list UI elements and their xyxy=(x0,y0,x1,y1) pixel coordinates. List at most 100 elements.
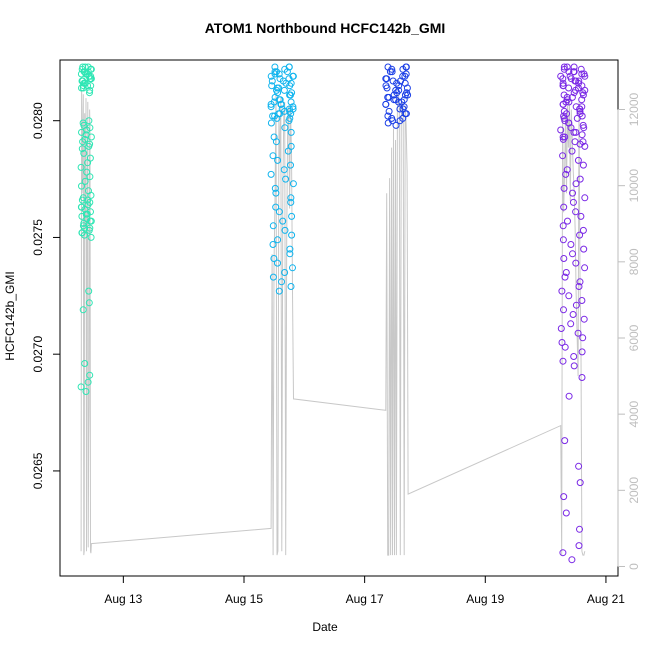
data-point xyxy=(83,210,91,218)
data-point xyxy=(272,138,280,146)
data-point xyxy=(579,226,587,234)
data-point xyxy=(559,133,567,141)
x-tick-label: Aug 13 xyxy=(104,592,142,606)
data-point xyxy=(559,357,567,365)
data-point xyxy=(570,63,578,71)
x-axis-label: Date xyxy=(312,620,338,634)
data-point xyxy=(382,75,390,83)
data-point xyxy=(289,264,296,272)
data-point xyxy=(87,191,95,199)
data-point xyxy=(399,65,407,73)
data-point xyxy=(574,84,582,92)
data-point xyxy=(576,525,583,533)
data-point xyxy=(570,353,578,360)
data-point xyxy=(564,217,571,225)
data-point xyxy=(86,89,93,97)
data-point xyxy=(401,110,409,118)
data-point xyxy=(572,128,580,136)
data-point xyxy=(283,68,291,76)
data-point xyxy=(286,250,294,258)
data-point xyxy=(581,194,589,202)
data-point xyxy=(280,86,288,94)
data-point xyxy=(560,493,568,501)
altitude-trace xyxy=(80,90,586,556)
data-point xyxy=(384,63,392,71)
data-point xyxy=(79,138,87,146)
data-point xyxy=(83,168,91,176)
data-point xyxy=(81,360,89,367)
data-point xyxy=(287,98,295,106)
data-point xyxy=(282,175,290,183)
data-point xyxy=(401,91,409,99)
x-tick-label: Aug 21 xyxy=(587,592,625,606)
data-point xyxy=(382,100,390,108)
data-point xyxy=(85,117,93,125)
data-point xyxy=(576,175,584,183)
data-point xyxy=(576,231,584,239)
data-point xyxy=(575,283,583,290)
data-point xyxy=(86,173,94,181)
data-point xyxy=(281,226,289,234)
data-point xyxy=(570,68,578,76)
data-point xyxy=(77,203,85,211)
data-point xyxy=(567,320,575,328)
data-point xyxy=(267,119,275,127)
data-point xyxy=(557,72,565,80)
chart-title: ATOM1 Northbound HCFC142b_GMI xyxy=(204,20,446,36)
data-point xyxy=(81,79,89,87)
data-point xyxy=(87,65,95,73)
data-point xyxy=(396,117,404,125)
data-point xyxy=(578,297,586,304)
data-point xyxy=(86,217,94,225)
data-point xyxy=(560,306,567,314)
data-point xyxy=(577,212,585,220)
data-point xyxy=(578,374,586,381)
data-point xyxy=(578,103,586,111)
data-point xyxy=(559,79,567,87)
data-point xyxy=(274,259,281,267)
data-points-layer xyxy=(77,63,589,564)
data-point xyxy=(404,91,412,99)
data-point xyxy=(576,107,584,115)
data-point xyxy=(78,229,86,237)
data-point xyxy=(559,222,567,230)
x-tick-label: Aug 19 xyxy=(466,592,504,606)
data-point xyxy=(572,208,580,216)
y2-tick-label: 0 xyxy=(627,563,641,570)
data-point xyxy=(580,124,588,132)
data-point xyxy=(558,287,566,295)
data-point xyxy=(569,198,577,206)
data-point xyxy=(281,124,289,132)
data-point xyxy=(563,63,571,71)
y2-tick-label: 12000 xyxy=(627,92,641,126)
data-point xyxy=(395,86,403,94)
data-point xyxy=(271,70,279,78)
data-point xyxy=(287,79,295,87)
data-point xyxy=(559,549,567,557)
data-point xyxy=(269,273,277,281)
data-point xyxy=(568,147,576,155)
data-point xyxy=(286,245,294,253)
data-point xyxy=(567,241,575,248)
data-point xyxy=(559,82,567,90)
data-point xyxy=(561,437,569,445)
data-point xyxy=(561,273,569,281)
x-tick-label: Aug 15 xyxy=(225,592,263,606)
data-point xyxy=(87,133,95,141)
data-point xyxy=(287,128,295,136)
data-point xyxy=(272,203,280,211)
data-point xyxy=(267,72,275,80)
data-point xyxy=(275,208,283,216)
data-point xyxy=(575,462,583,470)
data-point xyxy=(270,98,278,106)
data-point xyxy=(280,166,288,174)
data-point xyxy=(576,110,584,118)
y-tick-label: 0.0280 xyxy=(31,102,45,139)
data-point xyxy=(402,63,410,71)
data-point xyxy=(397,77,404,85)
data-point xyxy=(579,89,587,97)
data-point xyxy=(277,100,285,108)
data-point xyxy=(393,79,401,87)
data-point xyxy=(271,63,279,71)
